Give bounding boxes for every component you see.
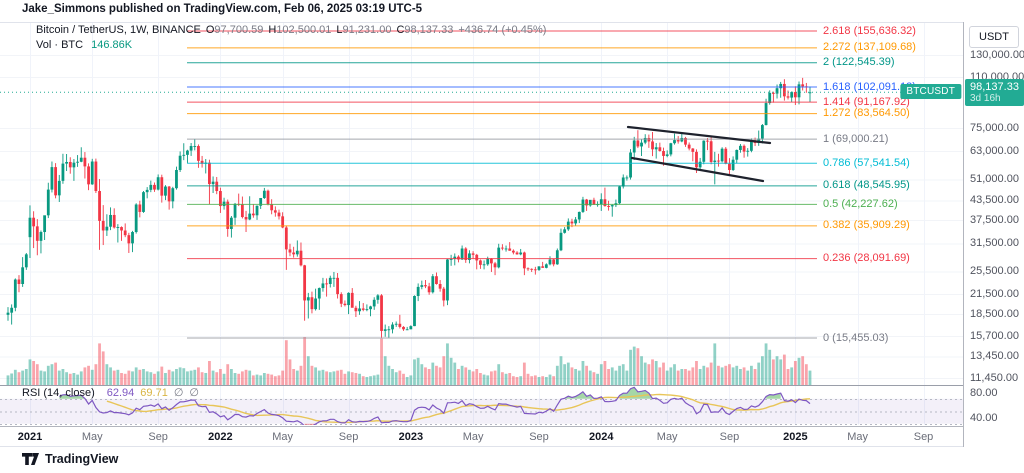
price-tick: 25,500.00 [970,265,1019,278]
rsi-value: 62.94 [106,387,135,399]
time-tick-month: May [81,431,103,443]
ohlc-value: O97,700.59 [205,24,264,36]
time-tick-month: Sep [338,431,359,443]
time-tick-month: May [656,431,678,443]
ohlc-value: +436.74 (+0.45%) [458,24,547,36]
time-tick-year: 2024 [589,431,614,443]
price-tick: 18,500.00 [970,308,1019,321]
price-tick: 43,500.00 [970,194,1019,207]
rsi-value: ∅ [173,387,184,399]
tradingview-logo[interactable]: TradingView [22,452,118,466]
fib-level-label: 0.618 (48,545.95) [823,179,910,192]
time-tick-year: 2025 [783,431,808,443]
tradingview-logo-text: TradingView [45,452,119,466]
time-tick-month: May [462,431,484,443]
ohlc-values: O97,700.59 H102,500.01 L91,231.00 C98,137.3… [201,24,547,36]
fib-level-label: 1 (69,000.21) [823,132,889,145]
time-tick-month: May [847,431,868,443]
price-tick: 15,700.00 [970,329,1019,342]
price-tick: 63,000.00 [970,145,1019,158]
last-price-badge: 98,137.33 3d 16h [965,79,1024,107]
volume-indicator-label[interactable]: Vol · BTC [36,39,84,51]
time-tick-month: Sep [529,431,549,443]
price-tick: 37,500.00 [970,214,1019,227]
fib-level-label: 2.272 (137,109.68) [823,41,916,54]
volume-value: 146.86K [91,39,133,51]
fib-level-label: 2 (122,545.39) [823,56,895,69]
fib-level-label: 1.272 (83,564.50) [823,107,910,120]
price-tick: 75,000.00 [970,122,1019,135]
rsi-tick: 40.00 [970,411,998,424]
symbol-legend: Bitcoin / TetherUS, 1W, BINANCE O97,700.5… [36,24,546,51]
rsi-values: 62.94 69.71 ∅ ∅ [101,387,199,399]
rsi-title[interactable]: RSI (14, close) [22,387,95,399]
symbol-title[interactable]: Bitcoin / TetherUS, 1W, BINANCE [36,24,201,36]
fib-level-label: 0 (15,455.03) [823,331,889,344]
publish-note: Jake_Simmons published on TradingView.co… [22,3,423,15]
time-tick-year: 2023 [398,431,424,443]
rsi-tick: 80.00 [970,386,998,399]
time-tick-year: 2022 [208,431,233,443]
time-tick-year: 2021 [17,431,43,443]
price-tick: 11,450.00 [970,371,1019,384]
fib-level-label: 1.618 (102,091.13) [823,80,916,93]
price-axis[interactable]: USDT 130,000.00 110,000.00 75,000.00 63,000… [963,22,1024,447]
price-tick: 21,500.00 [970,288,1019,301]
last-price: 98,137.33 [970,81,1019,94]
fib-level-label: 0.786 (57,541.54) [823,156,910,169]
price-tick: 31,500.00 [970,237,1019,250]
fib-level-label: 1.414 (91,167.92) [823,95,910,108]
tradingview-logo-icon [22,453,39,465]
fib-level-label: 2.618 (155,636.32) [823,24,916,37]
fib-level-label: 0.382 (35,909.29) [823,219,910,232]
rsi-legend: RSI (14, close) 62.94 69.71 ∅ ∅ [22,386,199,399]
price-tick: 13,450.00 [970,350,1019,363]
symbol-price-flag: BTCUSDT [900,84,961,100]
ohlc-value: L91,231.00 [336,24,392,36]
bar-countdown: 3d 16h [970,93,1001,105]
time-tick-month: May [272,431,294,443]
time-axis[interactable]: 2021 May Sep 2022 May Sep 2023 May Sep 2024 May Sep… [0,426,1024,447]
time-tick-month: Sep [148,431,168,443]
price-tick: 51,000.00 [970,173,1019,186]
rsi-value: ∅ [189,387,199,399]
currency-label[interactable]: USDT [969,26,1019,48]
price-tick: 130,000.00 [970,48,1024,61]
ohlc-value: H102,500.01 [268,24,332,36]
ohlc-value: C98,137.33 [396,24,454,36]
fib-level-label: 0.5 (42,227.62) [823,197,898,210]
time-tick-month: Sep [913,431,934,443]
time-tick-month: Sep [719,431,740,443]
fib-level-label: 0.236 (28,091.69) [823,252,910,265]
rsi-value: 69.71 [140,387,168,399]
